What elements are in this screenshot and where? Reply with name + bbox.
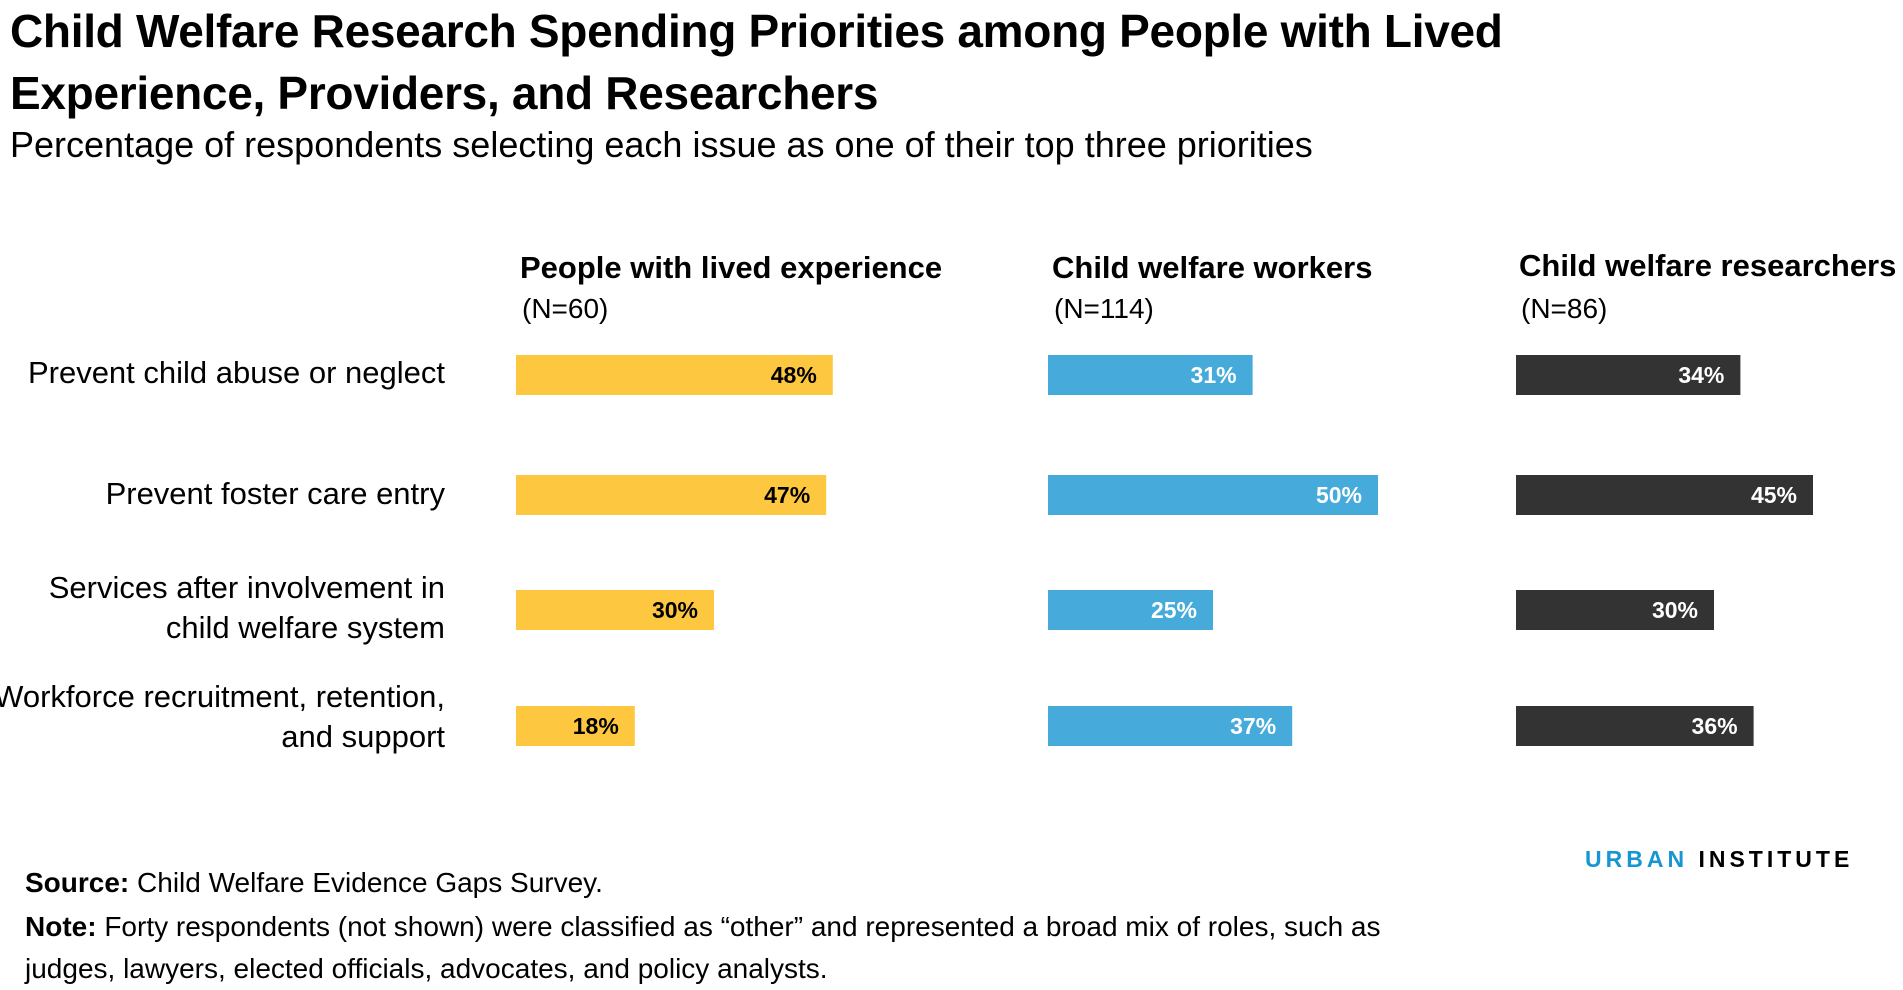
data-label-workers-3: 25% (1151, 597, 1197, 623)
panel-n-workers: (N=114) (1054, 293, 1154, 324)
bar-researchers-4 (1516, 706, 1754, 746)
data-label-lived-experience-4: 18% (573, 713, 619, 739)
bar-lived-experience-1 (516, 355, 833, 395)
data-label-workers-1: 31% (1191, 362, 1237, 388)
data-label-researchers-1: 34% (1678, 362, 1724, 388)
category-label-workforce: Workforce recruitment, retention, and su… (0, 679, 445, 754)
bar-lived-experience-3 (516, 590, 714, 630)
bar-researchers-3 (1516, 590, 1714, 630)
footer-note: Note: Forty respondents (not shown) were… (25, 911, 1381, 942)
data-label-workers-2: 50% (1316, 482, 1362, 508)
data-label-researchers-4: 36% (1692, 713, 1738, 739)
panel-n-researchers: (N=86) (1521, 293, 1608, 324)
footer-source: Source: Child Welfare Evidence Gaps Surv… (25, 867, 603, 898)
category-label-abuse-neglect: Prevent child abuse or neglect (27, 355, 445, 390)
bar-workers-1 (1048, 355, 1253, 395)
data-label-researchers-2: 45% (1751, 482, 1797, 508)
panel-title-lived-experience: People with lived experience (520, 250, 943, 285)
bar-researchers-2 (1516, 475, 1813, 515)
chart-title: Child Welfare Research Spending Prioriti… (10, 5, 1503, 119)
bar-workers-3 (1048, 590, 1213, 630)
category-label-foster-care-entry: Prevent foster care entry (105, 476, 445, 511)
bar-lived-experience-4 (516, 706, 635, 746)
category-label-services-after-involvement: Services after involvement in child welf… (48, 570, 445, 645)
data-label-lived-experience-3: 30% (652, 597, 698, 623)
bar-lived-experience-2 (516, 475, 827, 515)
footer-note-continued: judges, lawyers, elected officials, advo… (25, 953, 828, 984)
panel-title-researchers: Child welfare researchers (1519, 248, 1897, 283)
data-label-lived-experience-1: 48% (771, 362, 817, 388)
panel-n-lived-experience: (N=60) (522, 293, 609, 324)
data-label-researchers-3: 30% (1652, 597, 1698, 623)
panel-title-workers: Child welfare workers (1052, 250, 1373, 285)
data-label-lived-experience-2: 47% (764, 482, 810, 508)
data-label-workers-4: 37% (1230, 713, 1276, 739)
urban-institute-logo: URBAN INSTITUTE (1585, 846, 1854, 872)
chart-subtitle: Percentage of respondents selecting each… (10, 124, 1313, 165)
bar-workers-4 (1048, 706, 1293, 746)
bar-workers-2 (1048, 475, 1378, 515)
bar-researchers-1 (1516, 355, 1741, 395)
